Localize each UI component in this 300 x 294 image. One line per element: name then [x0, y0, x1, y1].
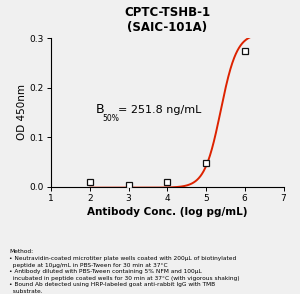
Title: CPTC-TSHB-1
(SAIC-101A): CPTC-TSHB-1 (SAIC-101A) — [124, 6, 210, 34]
Text: B: B — [96, 103, 104, 116]
Y-axis label: OD 450nm: OD 450nm — [17, 84, 27, 141]
Text: = 251.8 ng/mL: = 251.8 ng/mL — [118, 106, 201, 116]
Text: 50%: 50% — [102, 114, 119, 123]
X-axis label: Antibody Conc. (log pg/mL): Antibody Conc. (log pg/mL) — [87, 207, 247, 217]
Text: Method:
• Neutravidin-coated microtiter plate wells coated with 200μL of biotiny: Method: • Neutravidin-coated microtiter … — [9, 249, 240, 294]
